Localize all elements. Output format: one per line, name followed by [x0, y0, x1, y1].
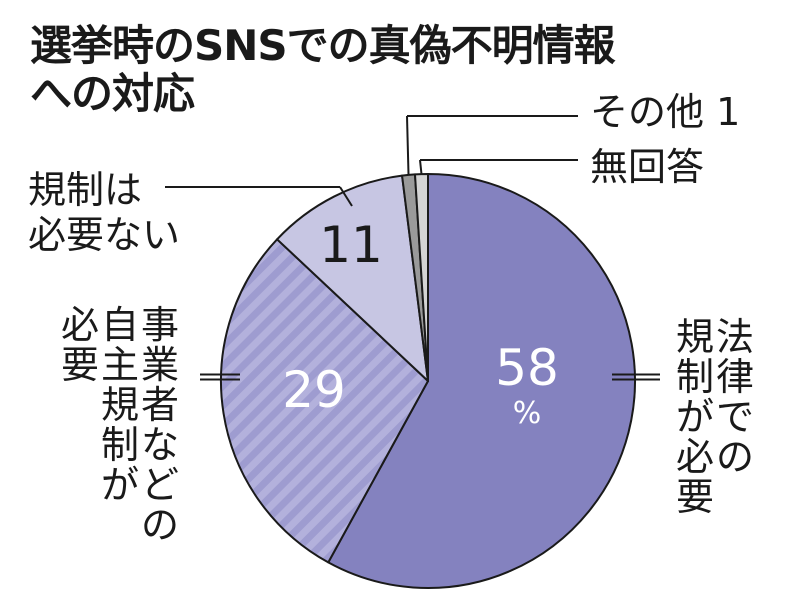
leader-sonota-v [406, 115, 410, 175]
label-fuyou-line1: 規制は [28, 168, 142, 212]
label-jishu-col1-4: ど [141, 463, 179, 507]
chart-title: 選挙時のSNSでの真偽不明情報 への対応 [30, 21, 616, 118]
leader-mukaitou-v [419, 159, 423, 175]
value-label-58: 58 [495, 339, 559, 397]
title-line-2: への対応 [30, 69, 195, 118]
label-mukaitou: 無回答 [590, 145, 704, 189]
label-jishu-col2-0: 自 [101, 303, 139, 347]
label-fuyou-line2: 必要ない [28, 213, 180, 257]
label-houritsu-col2-4: 要 [676, 475, 714, 519]
label-jishu-col1-3: な [141, 423, 179, 467]
label-jishu-col3-0: 必 [61, 303, 99, 347]
value-label-11: 11 [319, 216, 383, 274]
label-jishu-col3-1: 要 [61, 343, 99, 387]
value-label-29: 29 [282, 361, 346, 419]
pie-slice-2 [220, 238, 429, 564]
leader-fuyou-d [339, 186, 353, 207]
value-unit-pct: % [513, 396, 542, 431]
pie-slice-1 [327, 173, 636, 589]
pie-slice-3 [276, 174, 429, 382]
label-houritsu-col2-0: 規 [676, 315, 714, 359]
label-jishu-col2-4: が [101, 463, 139, 507]
label-jishu-col1-1: 業 [141, 343, 179, 387]
label-jishu-col2-2: 規 [101, 383, 139, 427]
label-houritsu-col1-0: 法 [716, 315, 754, 359]
label-houritsu-col2-3: 必 [676, 435, 714, 479]
label-jishu-col2-1: 主 [101, 343, 139, 387]
pie-slices [220, 173, 636, 589]
label-houritsu-col1-3: の [716, 435, 754, 479]
label-sonota: その他 1 [590, 90, 740, 134]
label-houritsu-col2-1: 制 [676, 355, 714, 399]
label-jishu-col1-5: の [141, 503, 179, 547]
label-houritsu-col1-2: で [716, 395, 754, 439]
pie-slice-5 [414, 173, 429, 382]
leader-lines [165, 115, 660, 381]
label-jishu-col2-3: 制 [101, 423, 139, 467]
label-houritsu-col1-1: 律 [716, 355, 754, 399]
title-line-1: 選挙時のSNSでの真偽不明情報 [30, 21, 616, 70]
label-jishu-col1-0: 事 [141, 303, 179, 347]
label-houritsu-col2-2: が [676, 395, 714, 439]
chart-labels: 58%2911法律での規制が必要事業者などの自主規制が必要規制は必要ないその他 … [28, 90, 754, 547]
label-jishu-col1-2: 者 [141, 383, 179, 427]
